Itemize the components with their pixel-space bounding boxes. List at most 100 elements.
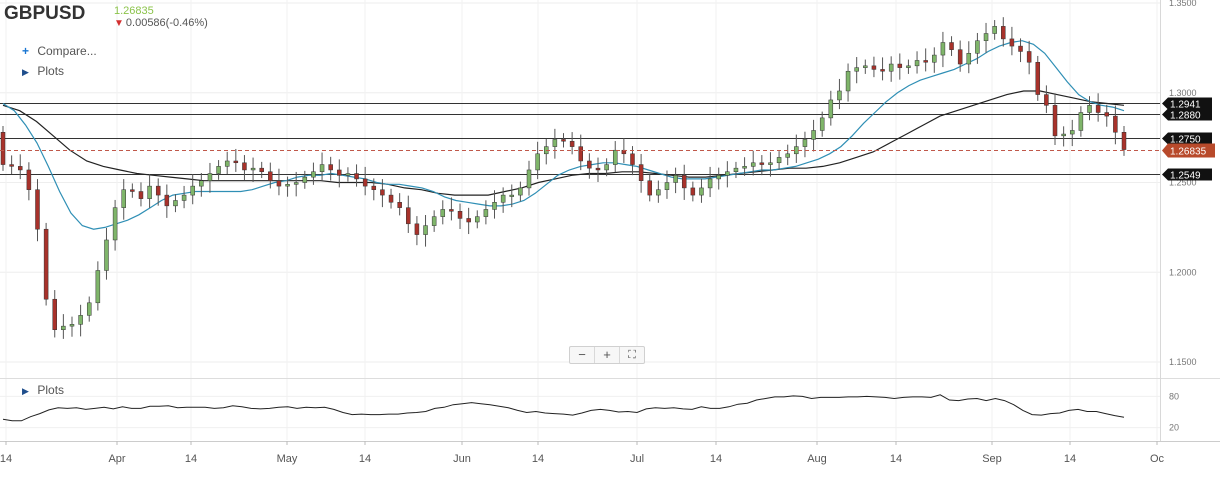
- candle-body: [957, 49, 963, 65]
- candle-body: [147, 185, 152, 199]
- candle: [725, 161, 730, 188]
- slow-moving-average-line: [2, 90, 1125, 196]
- candle: [78, 304, 83, 337]
- candle-body: [1070, 130, 1075, 135]
- candle-body: [293, 182, 299, 185]
- candle: [311, 162, 316, 185]
- horizontal-level-label: 1.2750: [1170, 135, 1201, 146]
- current-price-tag: [1162, 143, 1215, 158]
- candle: [604, 158, 609, 177]
- candle-body: [155, 185, 161, 196]
- candle: [475, 210, 480, 229]
- candle: [518, 181, 523, 202]
- candle-body: [328, 164, 333, 171]
- x-tick-label: Jun: [453, 453, 471, 465]
- candle: [466, 207, 471, 235]
- candle: [1113, 105, 1118, 145]
- x-tick-label: Oc: [1150, 453, 1165, 465]
- candle: [86, 296, 92, 322]
- candle: [423, 215, 428, 247]
- candle: [302, 170, 308, 189]
- candle-body: [587, 160, 592, 169]
- candle-body: [768, 162, 773, 165]
- candle: [526, 160, 532, 196]
- candle: [319, 152, 325, 181]
- candle: [431, 210, 437, 232]
- compare-button[interactable]: + Compare...: [22, 44, 97, 58]
- candle-body: [86, 302, 92, 316]
- candle: [457, 203, 463, 230]
- play-triangle-icon: ▶: [22, 386, 29, 396]
- candle-body: [725, 171, 730, 176]
- candle-body: [104, 239, 109, 271]
- x-tick-label: Jul: [630, 453, 644, 465]
- candle: [121, 179, 126, 220]
- candle: [207, 162, 213, 193]
- candle-body: [914, 60, 920, 67]
- candle: [664, 170, 670, 199]
- candle: [345, 167, 351, 182]
- indicator-plots-button[interactable]: ▶ Plots: [22, 383, 64, 397]
- x-tick-label: 14: [710, 453, 722, 465]
- candle-body: [302, 176, 308, 183]
- candle-body: [854, 67, 859, 72]
- plots-button[interactable]: ▶ Plots: [22, 64, 64, 78]
- candle-body: [630, 153, 635, 165]
- x-tick-label: Apr: [108, 453, 125, 465]
- candle: [845, 63, 851, 102]
- candle-body: [742, 166, 747, 169]
- candle: [949, 36, 954, 56]
- candle: [1001, 17, 1006, 47]
- candle-body: [656, 189, 661, 196]
- candle-body: [26, 169, 32, 190]
- candle: [854, 57, 859, 84]
- candle: [155, 178, 161, 206]
- candle: [388, 188, 394, 209]
- candle: [173, 194, 178, 213]
- candle: [544, 138, 549, 165]
- candle-body: [423, 225, 428, 235]
- x-tick-label: May: [277, 453, 298, 465]
- y-tick-label: 1.3000: [1169, 88, 1197, 98]
- x-tick-label: 14: [0, 453, 12, 465]
- candle: [983, 22, 989, 53]
- candle-body: [733, 167, 739, 173]
- candle: [362, 166, 368, 196]
- play-triangle-icon: ▶: [22, 67, 29, 77]
- fullscreen-button[interactable]: ⛶: [628, 349, 636, 361]
- indicator-tick-label: 80: [1169, 391, 1179, 401]
- candle: [828, 90, 834, 126]
- candle-body: [121, 189, 126, 208]
- candle-body: [707, 178, 713, 189]
- candle: [992, 20, 997, 40]
- candle-body: [285, 184, 290, 187]
- candle: [699, 178, 704, 203]
- candle: [681, 164, 687, 200]
- price-change-value: 0.00586(-0.46%): [125, 17, 208, 29]
- candle-body: [681, 175, 687, 189]
- candle: [130, 183, 135, 198]
- candle-body: [863, 65, 868, 68]
- candle-body: [388, 194, 394, 203]
- candle-body: [1044, 94, 1049, 106]
- candle-body: [466, 218, 471, 223]
- candle-body: [1061, 133, 1066, 137]
- candle-body: [95, 270, 101, 304]
- candle: [638, 153, 644, 193]
- candle-body: [345, 173, 351, 176]
- candle-body: [949, 42, 954, 50]
- candle-body: [224, 160, 230, 167]
- candle-body: [1087, 105, 1092, 113]
- candle: [1026, 40, 1032, 75]
- candle: [293, 171, 299, 197]
- candle-body: [483, 209, 489, 217]
- candle-body: [17, 166, 23, 171]
- candle-body: [690, 187, 696, 196]
- candle: [552, 128, 558, 159]
- zoom-in-button[interactable]: +: [595, 347, 620, 363]
- zoom-out-button[interactable]: −: [570, 347, 595, 363]
- candle: [0, 125, 6, 171]
- x-tick-label: 14: [890, 453, 902, 465]
- candle: [768, 152, 773, 177]
